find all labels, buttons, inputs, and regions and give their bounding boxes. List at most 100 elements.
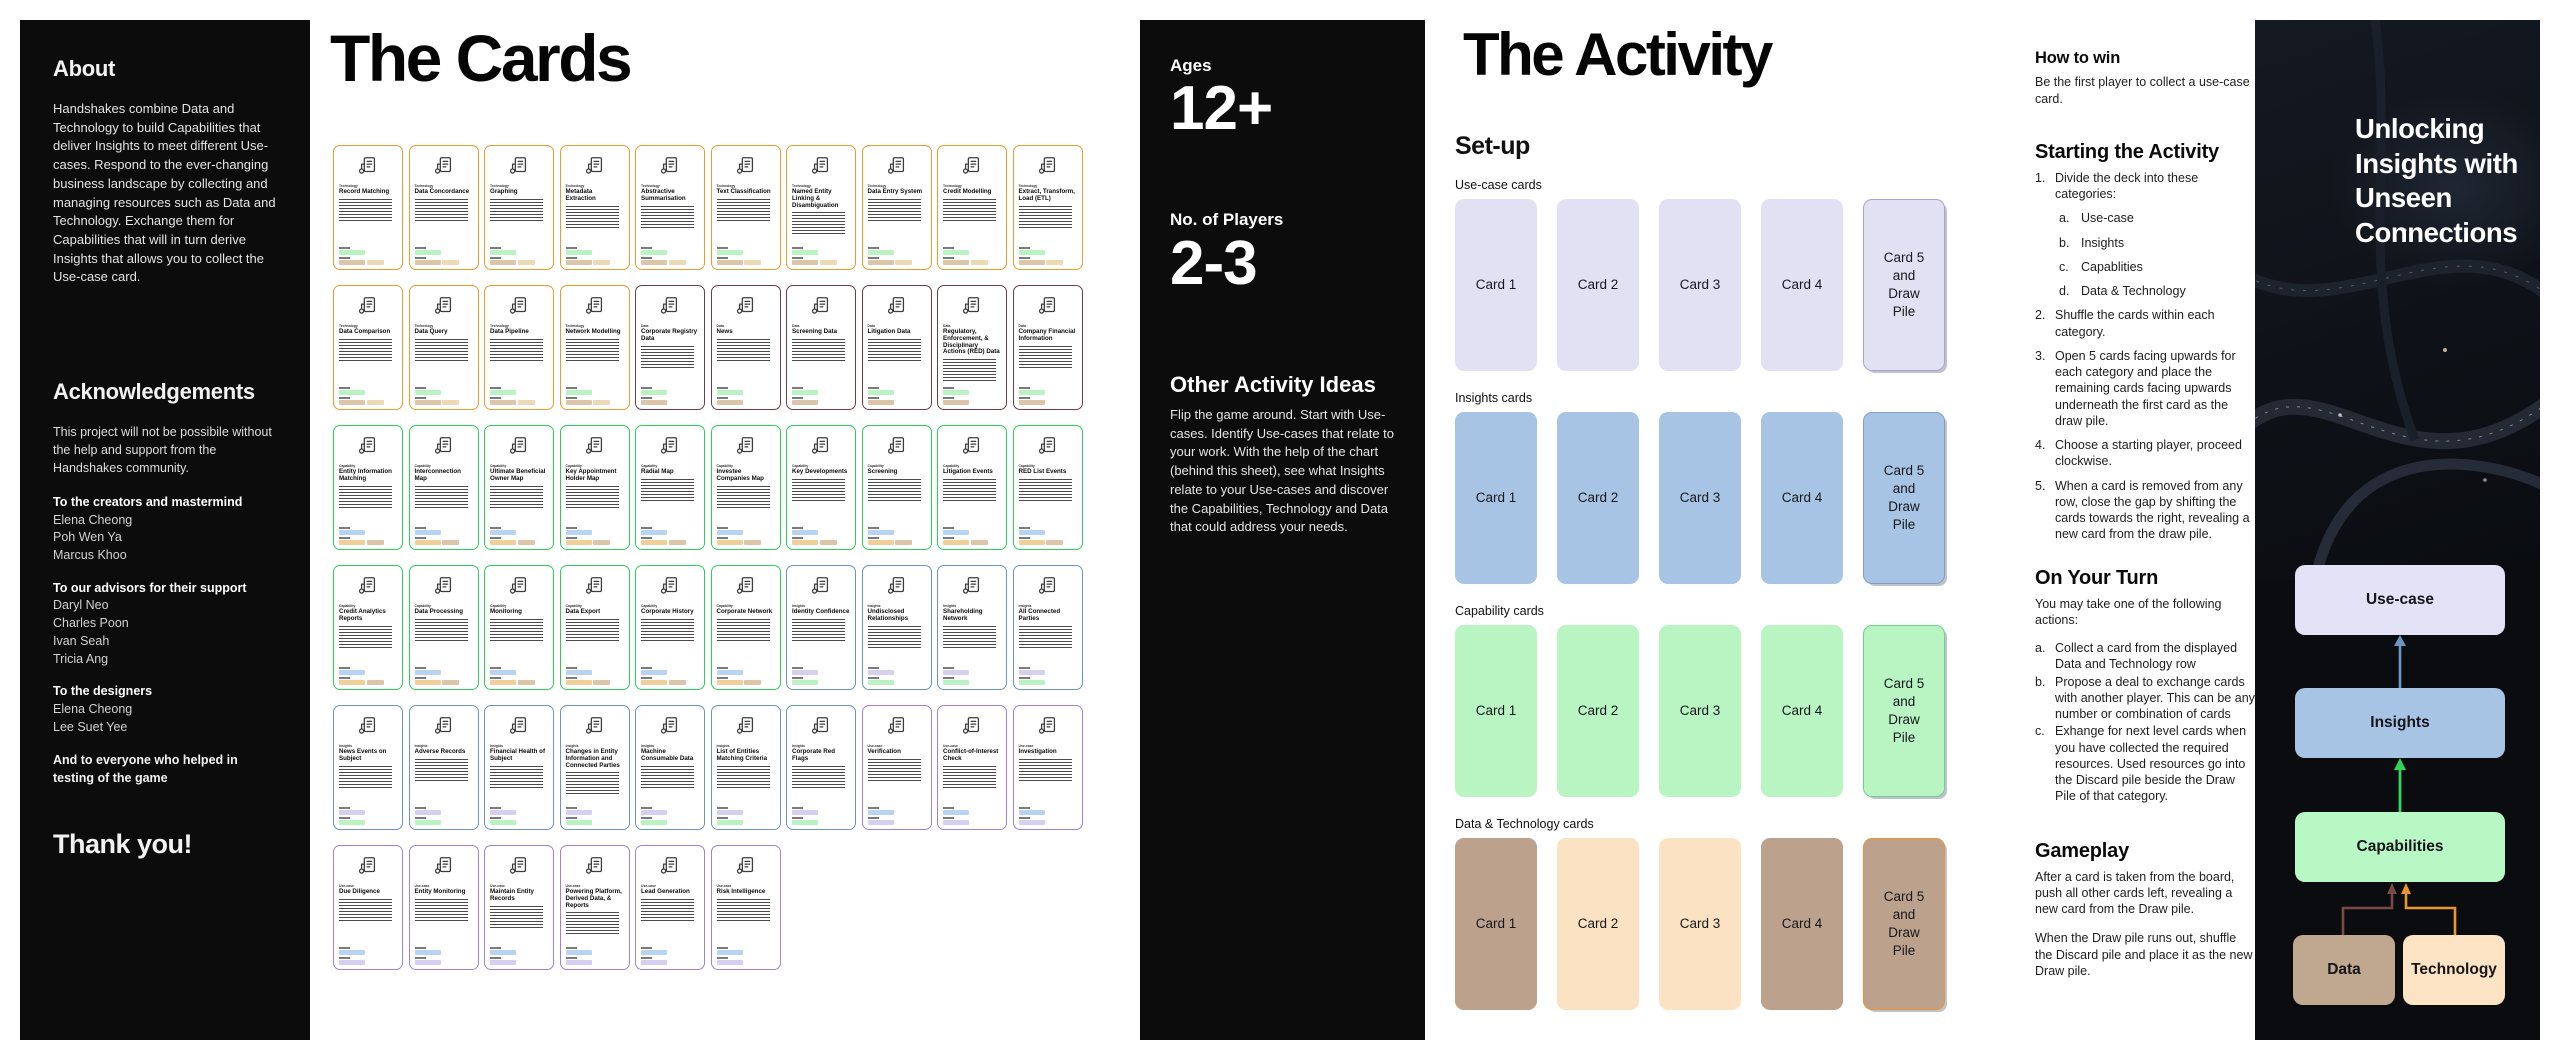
card-body-text [1018, 205, 1072, 230]
credit-name: Poh Wen Ya [53, 530, 122, 545]
card-body-text [641, 898, 695, 923]
card-illustration-icon [792, 711, 850, 741]
card-tag-chip [668, 540, 686, 545]
card-title: Graphing [490, 188, 518, 195]
card-tag-chip [565, 810, 592, 815]
setup-card: Card 4 [1761, 625, 1843, 797]
starting-item: 3. Open 5 cards facing upwards for each c… [2035, 348, 2236, 428]
game-card-tech: Technology Data Entry System [861, 145, 932, 270]
card-category-label: Technology [339, 324, 358, 328]
card-title: Data Processing [414, 608, 464, 615]
card-illustration-icon [566, 291, 624, 321]
card-body-text [716, 485, 770, 510]
gameplay-paragraph: After a card is taken from the board, pu… [2035, 869, 2235, 917]
card-tag-chip [414, 530, 441, 535]
card-tag-chip [641, 810, 667, 815]
players-label: No. of Players [1170, 210, 1284, 229]
card-illustration-icon [943, 571, 1001, 601]
card-tag-chip [517, 260, 535, 265]
starting-item: 5. When a card is removed from any row, c… [2035, 478, 2250, 542]
card-illustration-icon [792, 151, 850, 181]
game-card-cap: Capability Data Processing [408, 565, 479, 690]
game-card-tech: Technology Data Comparison [333, 285, 403, 410]
card-illustration-icon [717, 431, 775, 461]
setup-card: Card 3 [1659, 199, 1741, 371]
card-tag-chip [867, 530, 894, 535]
card-title: Lead Generation [641, 888, 690, 895]
card-tag-chip [414, 820, 441, 825]
diagram-data-box: Data [2293, 935, 2395, 1005]
card-tags [565, 384, 624, 405]
card-tag-chip [490, 670, 516, 675]
starting-item: 2. Shuffle the cards within each category… [2035, 308, 2215, 339]
game-card-tech: Technology Credit Modelling [937, 145, 1007, 270]
card-body-text [867, 338, 921, 363]
card-body-text [867, 625, 921, 650]
card-tag-chip [1018, 530, 1045, 535]
card-title: Due Diligence [339, 888, 380, 895]
card-tags [641, 244, 699, 265]
diagram-capabilities-box: Capabilities [2295, 812, 2505, 882]
card-illustration-icon [490, 431, 548, 461]
card-tag-chip [565, 670, 592, 675]
card-illustration-icon [792, 431, 850, 461]
card-body-text [414, 898, 468, 923]
game-card-ins: Insights Adverse Records [408, 705, 479, 830]
card-tags [339, 524, 397, 545]
setup-row-label: Data & Technology cards [1455, 817, 1594, 831]
game-card-data: Data Screening Data [786, 285, 856, 410]
card-tag-chip [593, 400, 610, 405]
card-tag-chip [414, 400, 441, 405]
card-tag-chip [641, 820, 667, 825]
card-illustration-icon [1019, 431, 1077, 461]
card-tag-chip [716, 670, 743, 675]
card-body-text [1018, 625, 1072, 650]
card-tags [414, 524, 473, 545]
card-category-label: Capability [565, 604, 582, 608]
card-tag-chip [943, 820, 969, 825]
card-body-text [565, 338, 619, 363]
card-tag-chip [442, 680, 459, 685]
other-ideas-body: Flip the game around. Start with Use-cas… [1170, 407, 1394, 535]
card-body-text [867, 478, 921, 503]
card-title: Data Concordance [414, 188, 470, 195]
card-illustration-icon [943, 151, 1001, 181]
activity-panel: The Activity Set-up Use-case cards Card 1… [1425, 20, 2255, 1040]
card-tag-chip [1018, 810, 1045, 815]
card-illustration-icon [490, 711, 548, 741]
card-tag-chip [867, 260, 894, 265]
setup-row-label: Use-case cards [1455, 178, 1542, 192]
credit-name: Lee Suet Yee [53, 719, 128, 734]
card-tag-chip [339, 390, 365, 395]
card-category-label: Data [1018, 324, 1026, 328]
game-card-cap: Capability Corporate History [635, 565, 705, 690]
setup-card: Card 2 [1557, 838, 1639, 1010]
card-tag-chip [565, 540, 592, 545]
card-tags [490, 524, 548, 545]
card-body-text [414, 338, 468, 363]
setup-card: Card 2 [1557, 625, 1639, 797]
card-category-label: Insights [1018, 604, 1032, 608]
card-tag-chip [895, 540, 912, 545]
card-tag-chip [792, 390, 818, 395]
card-category-label: Technology [490, 324, 509, 328]
card-title: Data Entry System [867, 188, 923, 195]
card-tag-chip [641, 260, 667, 265]
card-tag-chip [1018, 390, 1045, 395]
game-card-tech: Technology Network Modelling [559, 285, 630, 410]
flow-diagram: Use-case Insights Capabilities Data Tech… [2255, 540, 2540, 1040]
card-tags [414, 244, 473, 265]
activity-panel-title: The Activity [1463, 21, 1773, 88]
card-illustration-icon [641, 291, 699, 321]
card-tag-chip [1018, 260, 1045, 265]
card-title: Maintain Entity Records [490, 888, 535, 902]
card-tag-chip [490, 810, 516, 815]
card-tag-chip [1018, 670, 1045, 675]
card-illustration-icon [490, 851, 548, 881]
card-title: Machine Consumable Data [641, 748, 694, 762]
card-category-label: Insights [414, 744, 428, 748]
card-category-label: Capability [716, 464, 733, 468]
card-title: Radial Map [641, 468, 674, 475]
card-tag-chip [1018, 820, 1045, 825]
card-tag-chip [792, 820, 818, 825]
